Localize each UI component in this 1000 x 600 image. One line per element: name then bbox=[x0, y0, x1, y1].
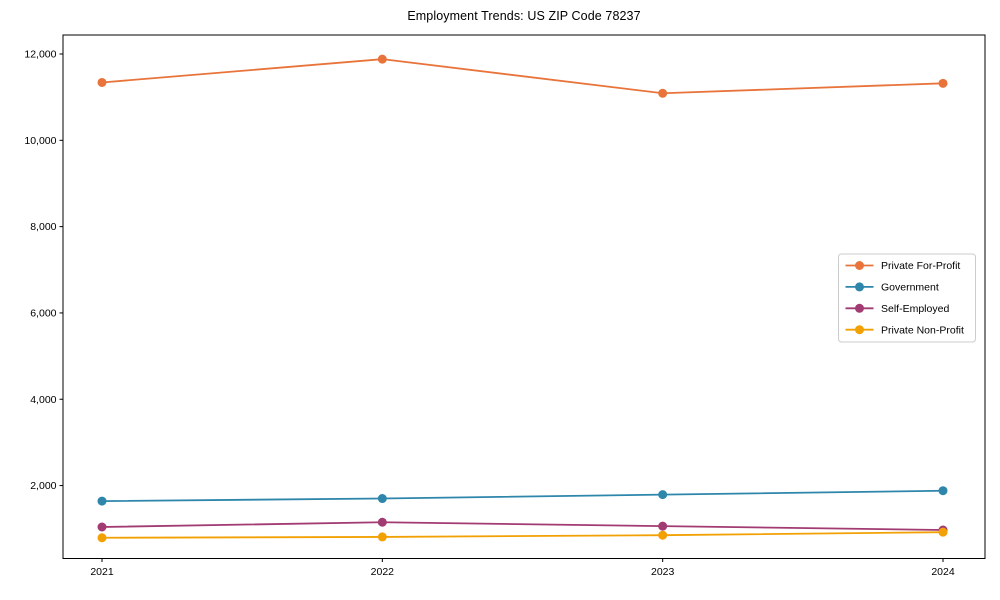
series-line-private-non-profit bbox=[101, 531, 944, 539]
legend-swatch-marker-self-employed bbox=[855, 303, 864, 313]
series-marker-private-for-profit bbox=[377, 54, 387, 64]
series-marker-government bbox=[377, 494, 387, 504]
y-tick-label: 2,000 bbox=[30, 480, 56, 492]
x-tick-label: 2023 bbox=[651, 566, 675, 578]
plot-border bbox=[62, 34, 986, 559]
series-marker-private-for-profit bbox=[97, 77, 107, 87]
y-tick-label: 6,000 bbox=[30, 308, 56, 320]
legend-swatch-marker-private-non-profit bbox=[855, 325, 864, 335]
y-tick-label: 12,000 bbox=[24, 49, 56, 61]
series-line-government bbox=[101, 489, 944, 503]
x-tick-label: 2022 bbox=[371, 566, 395, 578]
series-marker-self-employed bbox=[97, 522, 107, 532]
series-marker-private-non-profit bbox=[658, 530, 668, 540]
series-line-private-for-profit bbox=[101, 58, 944, 95]
legend-swatch-marker-private-for-profit bbox=[855, 261, 864, 270]
x-tick-label: 2024 bbox=[931, 566, 955, 578]
legend-box bbox=[838, 253, 976, 343]
series-marker-private-for-profit bbox=[658, 88, 668, 98]
series-marker-private-non-profit bbox=[938, 527, 948, 537]
series-marker-self-employed bbox=[658, 521, 668, 531]
series-marker-private-for-profit bbox=[938, 78, 948, 88]
legend-label-private-for-profit: Private For-Profit bbox=[881, 260, 960, 272]
series-marker-self-employed bbox=[377, 517, 387, 527]
series-marker-government bbox=[97, 496, 107, 506]
series-marker-government bbox=[938, 486, 948, 496]
legend-label-self-employed: Self-Employed bbox=[881, 303, 949, 315]
x-tick-label: 2021 bbox=[90, 566, 114, 578]
legend-label-private-non-profit: Private Non-Profit bbox=[881, 324, 964, 336]
series-line-self-employed bbox=[101, 521, 944, 531]
y-tick-label: 10,000 bbox=[24, 135, 56, 147]
y-tick-label: 8,000 bbox=[30, 221, 56, 233]
series-marker-private-non-profit bbox=[377, 532, 387, 542]
chart-title: Employment Trends: US ZIP Code 78237 bbox=[407, 9, 641, 23]
y-tick-label: 4,000 bbox=[30, 394, 56, 406]
legend: Private For-Profit Government Self-Employe… bbox=[838, 253, 976, 343]
legend-label-government: Government bbox=[881, 282, 939, 294]
series-marker-government bbox=[658, 490, 668, 500]
series-marker-private-non-profit bbox=[97, 533, 107, 543]
legend-swatch-marker-government bbox=[855, 282, 864, 292]
